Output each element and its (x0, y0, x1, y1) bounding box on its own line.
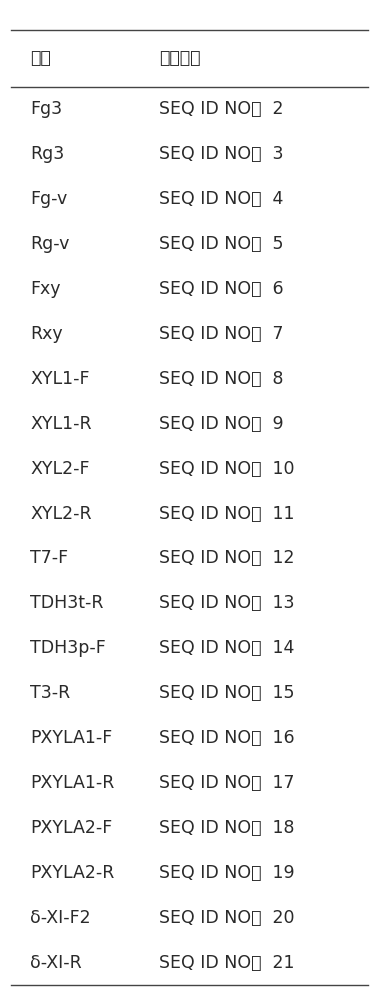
Text: SEQ ID NO：  17: SEQ ID NO： 17 (159, 774, 295, 792)
Text: TDH3p-F: TDH3p-F (30, 639, 106, 657)
Text: SEQ ID NO：  12: SEQ ID NO： 12 (159, 549, 295, 567)
Text: Fxy: Fxy (30, 280, 61, 298)
Text: δ-XI-F2: δ-XI-F2 (30, 909, 91, 927)
Text: Fg3: Fg3 (30, 100, 63, 118)
Text: SEQ ID NO：  16: SEQ ID NO： 16 (159, 729, 295, 747)
Text: XYL1-F: XYL1-F (30, 370, 90, 388)
Text: PXYLA2-F: PXYLA2-F (30, 819, 113, 837)
Text: SEQ ID NO：  19: SEQ ID NO： 19 (159, 864, 295, 882)
Text: SEQ ID NO：  4: SEQ ID NO： 4 (159, 190, 283, 208)
Text: SEQ ID NO：  14: SEQ ID NO： 14 (159, 639, 294, 657)
Text: SEQ ID NO：  7: SEQ ID NO： 7 (159, 325, 283, 343)
Text: SEQ ID NO：  2: SEQ ID NO： 2 (159, 100, 283, 118)
Text: XYL1-R: XYL1-R (30, 415, 92, 433)
Text: SEQ ID NO：  8: SEQ ID NO： 8 (159, 370, 283, 388)
Text: SEQ ID NO：  21: SEQ ID NO： 21 (159, 954, 295, 972)
Text: SEQ ID NO：  11: SEQ ID NO： 11 (159, 505, 295, 523)
Text: Fg-v: Fg-v (30, 190, 67, 208)
Text: SEQ ID NO：  6: SEQ ID NO： 6 (159, 280, 284, 298)
Text: SEQ ID NO：  3: SEQ ID NO： 3 (159, 145, 283, 163)
Text: Rxy: Rxy (30, 325, 63, 343)
Text: SEQ ID NO：  13: SEQ ID NO： 13 (159, 594, 295, 612)
Text: SEQ ID NO：  20: SEQ ID NO： 20 (159, 909, 295, 927)
Text: XYL2-R: XYL2-R (30, 505, 92, 523)
Text: SEQ ID NO：  9: SEQ ID NO： 9 (159, 415, 284, 433)
Text: Rg-v: Rg-v (30, 235, 70, 253)
Text: SEQ ID NO：  18: SEQ ID NO： 18 (159, 819, 295, 837)
Text: Rg3: Rg3 (30, 145, 64, 163)
Text: PXYLA1-R: PXYLA1-R (30, 774, 115, 792)
Text: PXYLA1-F: PXYLA1-F (30, 729, 113, 747)
Text: 碱基序列: 碱基序列 (159, 49, 200, 68)
Text: δ-XI-R: δ-XI-R (30, 954, 82, 972)
Text: T7-F: T7-F (30, 549, 69, 567)
Text: 名称: 名称 (30, 49, 51, 68)
Text: TDH3t-R: TDH3t-R (30, 594, 104, 612)
Text: SEQ ID NO：  15: SEQ ID NO： 15 (159, 684, 295, 702)
Text: SEQ ID NO：  10: SEQ ID NO： 10 (159, 460, 295, 478)
Text: PXYLA2-R: PXYLA2-R (30, 864, 115, 882)
Text: T3-R: T3-R (30, 684, 70, 702)
Text: XYL2-F: XYL2-F (30, 460, 90, 478)
Text: SEQ ID NO：  5: SEQ ID NO： 5 (159, 235, 283, 253)
